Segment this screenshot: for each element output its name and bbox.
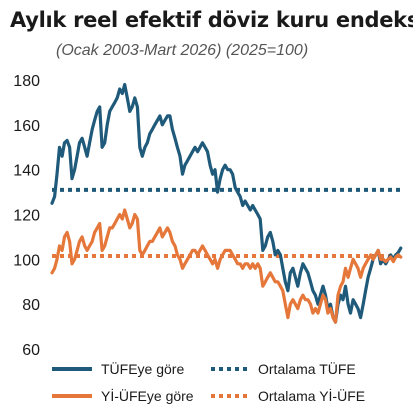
y-tick-label: 140 bbox=[13, 163, 40, 180]
y-axis: 60 80 100 120 140 160 180 bbox=[13, 73, 40, 359]
y-tick-label: 100 bbox=[13, 252, 40, 269]
series-line-tufe bbox=[50, 82, 403, 324]
chart-subtitle: (Ocak 2003-Mart 2026) (2025=100) bbox=[56, 42, 309, 59]
series-line-yiufe bbox=[50, 208, 403, 324]
legend-label-ortalama-yiufe: Ortalama Yİ-ÜFE bbox=[258, 387, 365, 404]
legend-label-ortalama-tufe: Ortalama TÜFE bbox=[258, 360, 356, 377]
y-tick-label: 180 bbox=[13, 73, 40, 90]
y-tick-label: 60 bbox=[22, 342, 40, 359]
legend-label-tufe: TÜFEye göre bbox=[101, 360, 184, 377]
chart-title: Aylık reel efektif döviz kuru endeksi bbox=[10, 8, 413, 32]
legend-label-yiufe: Yİ-ÜFEye göre bbox=[101, 387, 194, 404]
y-tick-label: 120 bbox=[13, 208, 40, 225]
legend: TÜFEye göre Ortalama TÜFE Yİ-ÜFEye göre … bbox=[52, 360, 365, 404]
series-lines bbox=[50, 82, 403, 324]
y-tick-label: 160 bbox=[13, 118, 40, 135]
reference-lines bbox=[52, 187, 402, 258]
y-tick-label: 80 bbox=[22, 297, 40, 314]
